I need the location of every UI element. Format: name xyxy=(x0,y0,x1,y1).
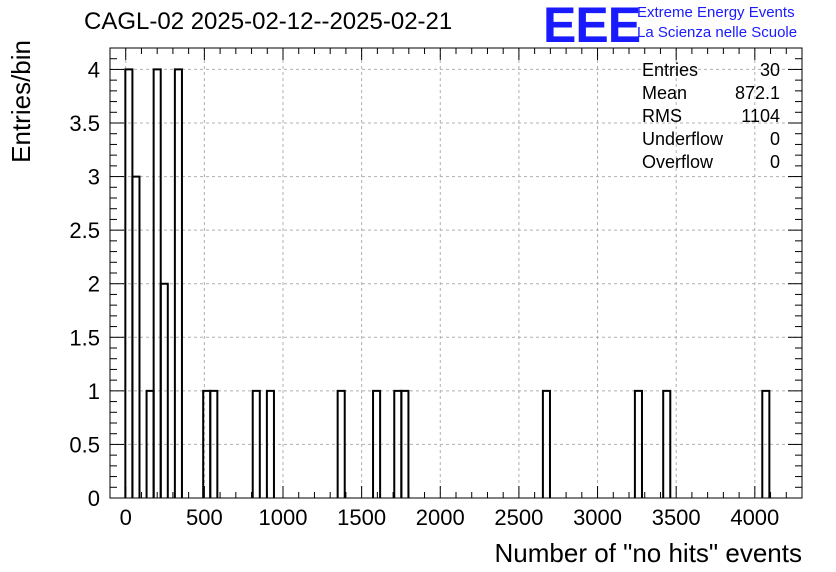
histogram-bin xyxy=(209,389,219,498)
stats-value-entries: 30 xyxy=(759,60,780,80)
stats-label-rms: RMS xyxy=(642,106,682,126)
histogram-bin xyxy=(336,389,346,498)
plot-frame xyxy=(109,47,803,499)
x-tick-label: 500 xyxy=(186,505,223,530)
histogram-bin xyxy=(400,389,410,498)
y-tick-label: 2.5 xyxy=(69,218,100,243)
x-tick-label: 2000 xyxy=(416,505,465,530)
y-tick-label: 3.5 xyxy=(69,111,100,136)
x-axis-label: Number of "no hits" events xyxy=(495,538,803,568)
x-tick-label: 4000 xyxy=(730,505,779,530)
stats-label-mean: Mean xyxy=(642,83,688,103)
y-tick-label: 4 xyxy=(88,57,100,82)
y-tick-label: 0.5 xyxy=(69,432,100,457)
x-tick-label: 1500 xyxy=(337,505,386,530)
histogram-bin xyxy=(761,389,771,498)
x-tick-label: 2500 xyxy=(494,505,543,530)
y-axis-label: Entries/bin xyxy=(6,40,36,163)
stats-value-overflow: 0 xyxy=(769,152,780,172)
stats-value-underflow: 0 xyxy=(769,129,780,149)
histogram-bin xyxy=(662,389,672,498)
logo-text-line1: Extreme Energy Events xyxy=(637,4,795,21)
stats-label-entries: Entries xyxy=(642,60,699,80)
stats-value-rms: 1104 xyxy=(741,106,780,126)
x-tick-label: 3000 xyxy=(573,505,622,530)
x-axis: 0 500 1000 1500 2000 2500 3000 3500 4000 xyxy=(109,48,803,530)
grid-lines xyxy=(110,48,802,498)
y-tick-label: 2 xyxy=(88,272,100,297)
stats-value-mean: 872.1 xyxy=(734,83,780,103)
histogram-bin xyxy=(173,68,183,498)
logo-text-line2: La Scienza nelle Scuole xyxy=(637,24,798,41)
eee-logo: EEE xyxy=(543,0,641,53)
stats-label-overflow: Overflow xyxy=(642,152,714,172)
histogram-bin xyxy=(159,282,169,498)
y-tick-label: 3 xyxy=(88,165,100,190)
histogram-bin xyxy=(372,389,382,498)
histogram-bin xyxy=(251,389,261,498)
x-tick-label: 3500 xyxy=(652,505,701,530)
histogram-bin xyxy=(265,389,275,498)
y-axis: 0 0.5 1 1.5 2 2.5 3 3.5 4 xyxy=(69,47,802,511)
x-tick-label: 1000 xyxy=(259,505,308,530)
chart-title: CAGL-02 2025-02-12--2025-02-21 xyxy=(84,8,453,35)
histogram-bin xyxy=(633,389,643,498)
histogram-bin xyxy=(541,389,551,498)
y-tick-label: 1 xyxy=(88,379,100,404)
x-tick-label: 0 xyxy=(120,505,132,530)
y-tick-label: 0 xyxy=(88,486,100,511)
histogram-bin xyxy=(131,175,141,498)
y-tick-label: 1.5 xyxy=(69,325,100,350)
histogram-bins xyxy=(124,68,771,498)
stats-label-underflow: Underflow xyxy=(642,129,724,149)
